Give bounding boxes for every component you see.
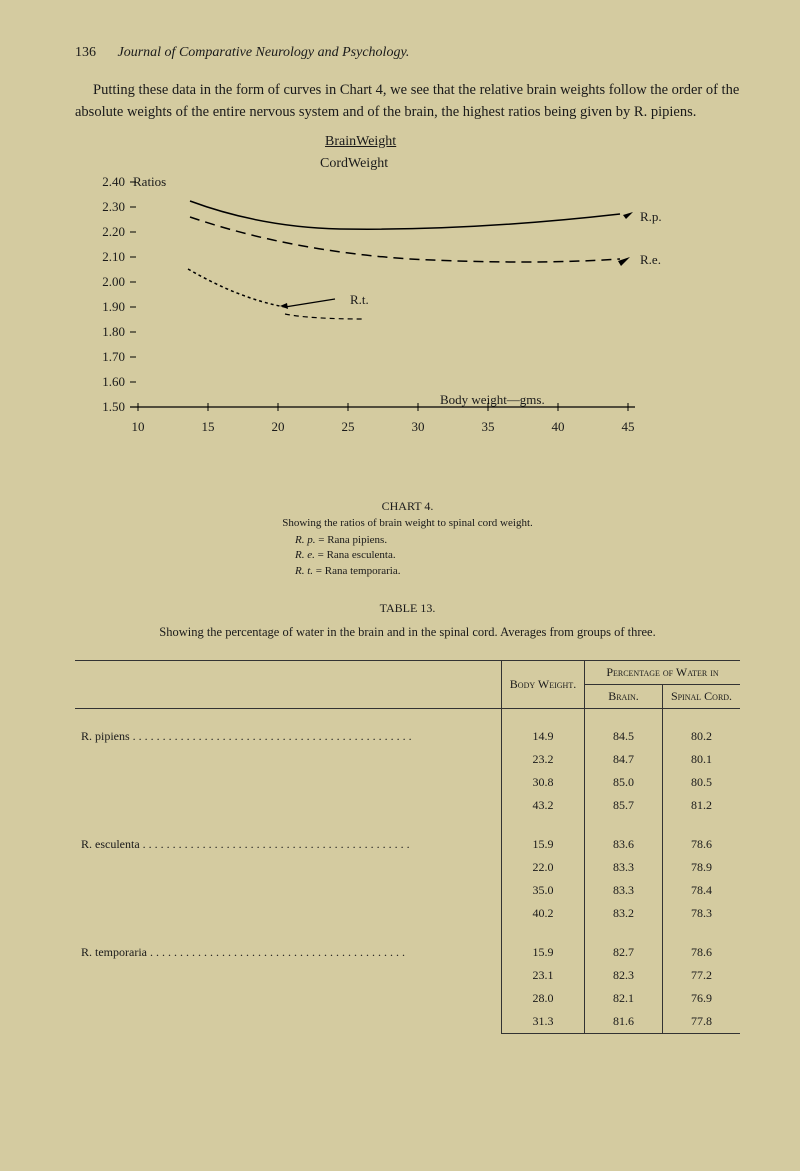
chart-title-numerator: BrainWeight — [325, 134, 396, 150]
cell-brain: 83.3 — [585, 879, 663, 902]
cell-bw: 35.0 — [502, 879, 585, 902]
body-paragraph: Putting these data in the form of curves… — [75, 79, 740, 124]
cell-bw: 15.9 — [502, 941, 585, 964]
cell-cord: 80.1 — [663, 748, 741, 771]
legend-rp: = Rana pipiens. — [315, 534, 387, 546]
cell-bw: 23.2 — [502, 748, 585, 771]
cell-bw: 14.9 — [502, 725, 585, 748]
th-percentage: Percentage of Water in — [585, 660, 741, 684]
table-row: R. temporaria . . . . . . . . . . . . . … — [75, 941, 740, 964]
y-tick-label: 2.40 — [75, 174, 125, 190]
legend-rp-sym: R. p. — [295, 534, 315, 546]
y-tick-label: 2.30 — [75, 199, 125, 215]
chart-svg — [130, 179, 690, 429]
cell-brain: 84.5 — [585, 725, 663, 748]
chart-caption-title: CHART 4. — [75, 499, 740, 514]
chart-legend: R. p. = Rana pipiens. R. e. = Rana escul… — [295, 533, 740, 579]
legend-rt-sym: R. t. — [295, 565, 313, 577]
cell-cord: 77.2 — [663, 964, 741, 987]
cell-bw: 30.8 — [502, 771, 585, 794]
chart-4: BrainWeight CordWeight Ratios 2.40 2.30 … — [75, 134, 740, 494]
cell-brain: 83.6 — [585, 833, 663, 856]
cell-cord: 77.8 — [663, 1010, 741, 1034]
cell-brain: 84.7 — [585, 748, 663, 771]
cell-cord: 78.6 — [663, 941, 741, 964]
th-brain: Brain. — [585, 684, 663, 708]
chart-caption: Showing the ratios of brain weight to sp… — [75, 517, 740, 529]
y-tick-label: 1.90 — [75, 299, 125, 315]
page-number: 136 — [75, 45, 96, 60]
table-row: R. esculenta . . . . . . . . . . . . . .… — [75, 833, 740, 856]
page-content: 136 Journal of Comparative Neurology and… — [0, 0, 800, 1074]
cell-cord: 81.2 — [663, 794, 741, 817]
cell-bw: 40.2 — [502, 902, 585, 925]
cell-cord: 78.4 — [663, 879, 741, 902]
cell-brain: 83.3 — [585, 856, 663, 879]
y-tick-label: 1.70 — [75, 349, 125, 365]
table-row: R. pipiens . . . . . . . . . . . . . . .… — [75, 725, 740, 748]
species-label: R. temporaria — [81, 945, 147, 959]
cell-bw: 28.0 — [502, 987, 585, 1010]
chart-title-denominator: CordWeight — [320, 156, 388, 172]
y-tick-label: 2.20 — [75, 224, 125, 240]
journal-title: Journal of Comparative Neurology and Psy… — [118, 45, 410, 60]
cell-brain: 82.1 — [585, 987, 663, 1010]
cell-cord: 80.5 — [663, 771, 741, 794]
y-tick-label: 1.50 — [75, 399, 125, 415]
species-label: R. esculenta — [81, 837, 140, 851]
cell-cord: 78.3 — [663, 902, 741, 925]
legend-re-sym: R. e. — [295, 549, 315, 561]
y-tick-label: 2.00 — [75, 274, 125, 290]
cell-bw: 43.2 — [502, 794, 585, 817]
cell-cord: 78.9 — [663, 856, 741, 879]
data-table: Body Weight. Percentage of Water in Brai… — [75, 660, 740, 1034]
cell-bw: 23.1 — [502, 964, 585, 987]
cell-brain: 85.7 — [585, 794, 663, 817]
cell-bw: 22.0 — [502, 856, 585, 879]
cell-brain: 82.7 — [585, 941, 663, 964]
cell-cord: 80.2 — [663, 725, 741, 748]
legend-rt: = Rana temporaria. — [313, 565, 400, 577]
cell-brain: 83.2 — [585, 902, 663, 925]
y-tick-label: 2.10 — [75, 249, 125, 265]
th-cord: Spinal Cord. — [663, 684, 741, 708]
cell-cord: 78.6 — [663, 833, 741, 856]
legend-re: = Rana esculenta. — [315, 549, 396, 561]
y-tick-label: 1.60 — [75, 374, 125, 390]
cell-brain: 82.3 — [585, 964, 663, 987]
cell-bw: 15.9 — [502, 833, 585, 856]
species-label: R. pipiens — [81, 729, 130, 743]
y-tick-label: 1.80 — [75, 324, 125, 340]
table-title: TABLE 13. — [75, 601, 740, 616]
cell-bw: 31.3 — [502, 1010, 585, 1034]
page-header: 136 Journal of Comparative Neurology and… — [75, 45, 740, 61]
th-empty — [75, 660, 502, 708]
th-body-weight: Body Weight. — [502, 660, 585, 708]
table-description: Showing the percentage of water in the b… — [75, 624, 740, 642]
cell-cord: 76.9 — [663, 987, 741, 1010]
cell-brain: 81.6 — [585, 1010, 663, 1034]
cell-brain: 85.0 — [585, 771, 663, 794]
